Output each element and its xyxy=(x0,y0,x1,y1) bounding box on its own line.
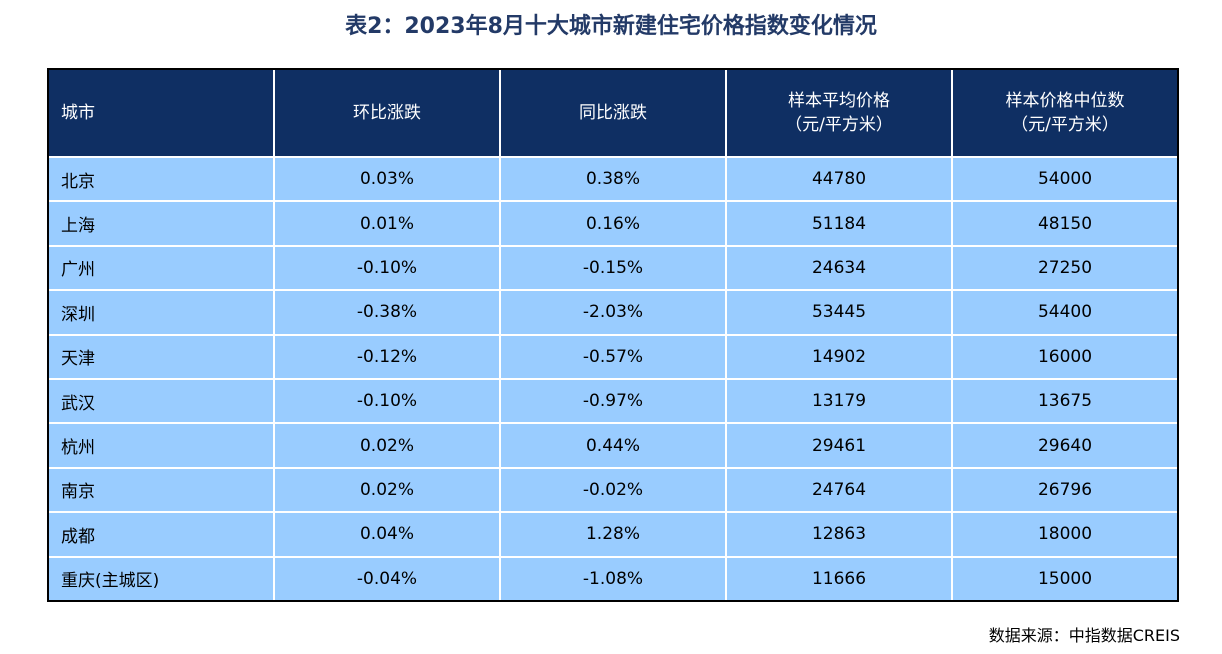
avg-price-cell: 24634 xyxy=(726,245,953,292)
column-header-unit: （元/平方米） xyxy=(785,115,893,135)
city-cell: 天津 xyxy=(49,334,275,380)
mom-change-cell: -0.04% xyxy=(274,556,501,600)
mom-change-cell: 0.02% xyxy=(274,423,501,469)
avg-price-cell: 29461 xyxy=(726,423,953,469)
yoy-change-cell: 0.38% xyxy=(500,157,727,203)
table-row: 广州 -0.10% -0.15% 24634 27250 xyxy=(49,245,1177,292)
column-header-mom-change: 环比涨跌 xyxy=(274,70,501,158)
table-row: 成都 0.04% 1.28% 12863 18000 xyxy=(49,512,1177,558)
column-header-avg-price: 样本平均价格 （元/平方米） xyxy=(726,70,953,158)
median-price-cell: 54400 xyxy=(952,290,1177,336)
median-price-cell: 13675 xyxy=(952,378,1177,425)
column-header-label: 样本价格中位数 xyxy=(1005,91,1125,111)
city-cell: 重庆(主城区) xyxy=(49,556,275,600)
mom-change-cell: -0.10% xyxy=(274,245,501,292)
median-price-cell: 18000 xyxy=(952,512,1177,558)
table-row: 上海 0.01% 0.16% 51184 48150 xyxy=(49,201,1177,247)
column-header-label: 样本平均价格 xyxy=(788,91,890,111)
median-price-cell: 29640 xyxy=(952,423,1177,469)
yoy-change-cell: -2.03% xyxy=(500,290,727,336)
column-header-unit: （元/平方米） xyxy=(1011,115,1119,135)
avg-price-cell: 12863 xyxy=(726,512,953,558)
table-row: 杭州 0.02% 0.44% 29461 29640 xyxy=(49,423,1177,469)
price-index-table-container: 城市 环比涨跌 同比涨跌 样本平均价格 （元/平方米） 样本价格中位数 （元/平… xyxy=(47,68,1179,602)
median-price-cell: 27250 xyxy=(952,245,1177,292)
column-header-yoy-change: 同比涨跌 xyxy=(500,70,727,158)
yoy-change-cell: 0.16% xyxy=(500,201,727,247)
avg-price-cell: 24764 xyxy=(726,467,953,514)
yoy-change-cell: -0.57% xyxy=(500,334,727,380)
yoy-change-cell: 1.28% xyxy=(500,512,727,558)
table-row: 天津 -0.12% -0.57% 14902 16000 xyxy=(49,334,1177,380)
city-cell: 南京 xyxy=(49,467,275,514)
table-row: 北京 0.03% 0.38% 44780 54000 xyxy=(49,157,1177,203)
table-header-row: 城市 环比涨跌 同比涨跌 样本平均价格 （元/平方米） 样本价格中位数 （元/平… xyxy=(49,70,1177,158)
median-price-cell: 26796 xyxy=(952,467,1177,514)
column-header-label: 城市 xyxy=(61,103,95,123)
yoy-change-cell: -1.08% xyxy=(500,556,727,600)
mom-change-cell: 0.04% xyxy=(274,512,501,558)
city-cell: 广州 xyxy=(49,245,275,292)
mom-change-cell: 0.01% xyxy=(274,201,501,247)
median-price-cell: 54000 xyxy=(952,157,1177,203)
yoy-change-cell: 0.44% xyxy=(500,423,727,469)
yoy-change-cell: -0.97% xyxy=(500,378,727,425)
column-header-city: 城市 xyxy=(49,70,275,158)
avg-price-cell: 14902 xyxy=(726,334,953,380)
city-cell: 成都 xyxy=(49,512,275,558)
table-row: 武汉 -0.10% -0.97% 13179 13675 xyxy=(49,378,1177,425)
table-row: 重庆(主城区) -0.04% -1.08% 11666 15000 xyxy=(49,556,1177,600)
avg-price-cell: 51184 xyxy=(726,201,953,247)
data-source-note: 数据来源：中指数据CREIS xyxy=(988,626,1180,645)
avg-price-cell: 44780 xyxy=(726,157,953,203)
city-cell: 深圳 xyxy=(49,290,275,336)
median-price-cell: 15000 xyxy=(952,556,1177,600)
price-index-table: 城市 环比涨跌 同比涨跌 样本平均价格 （元/平方米） 样本价格中位数 （元/平… xyxy=(49,70,1177,600)
median-price-cell: 16000 xyxy=(952,334,1177,380)
avg-price-cell: 11666 xyxy=(726,556,953,600)
avg-price-cell: 53445 xyxy=(726,290,953,336)
column-header-label: 同比涨跌 xyxy=(579,103,647,123)
mom-change-cell: -0.10% xyxy=(274,378,501,425)
city-cell: 北京 xyxy=(49,157,275,203)
yoy-change-cell: -0.15% xyxy=(500,245,727,292)
mom-change-cell: -0.38% xyxy=(274,290,501,336)
city-cell: 上海 xyxy=(49,201,275,247)
table-row: 南京 0.02% -0.02% 24764 26796 xyxy=(49,467,1177,514)
column-header-median-price: 样本价格中位数 （元/平方米） xyxy=(952,70,1177,158)
mom-change-cell: -0.12% xyxy=(274,334,501,380)
city-cell: 武汉 xyxy=(49,378,275,425)
median-price-cell: 48150 xyxy=(952,201,1177,247)
city-cell: 杭州 xyxy=(49,423,275,469)
table-row: 深圳 -0.38% -2.03% 53445 54400 xyxy=(49,290,1177,336)
page-title: 表2：2023年8月十大城市新建住宅价格指数变化情况 xyxy=(345,14,877,39)
avg-price-cell: 13179 xyxy=(726,378,953,425)
column-header-label: 环比涨跌 xyxy=(353,103,421,123)
yoy-change-cell: -0.02% xyxy=(500,467,727,514)
mom-change-cell: 0.02% xyxy=(274,467,501,514)
mom-change-cell: 0.03% xyxy=(274,157,501,203)
